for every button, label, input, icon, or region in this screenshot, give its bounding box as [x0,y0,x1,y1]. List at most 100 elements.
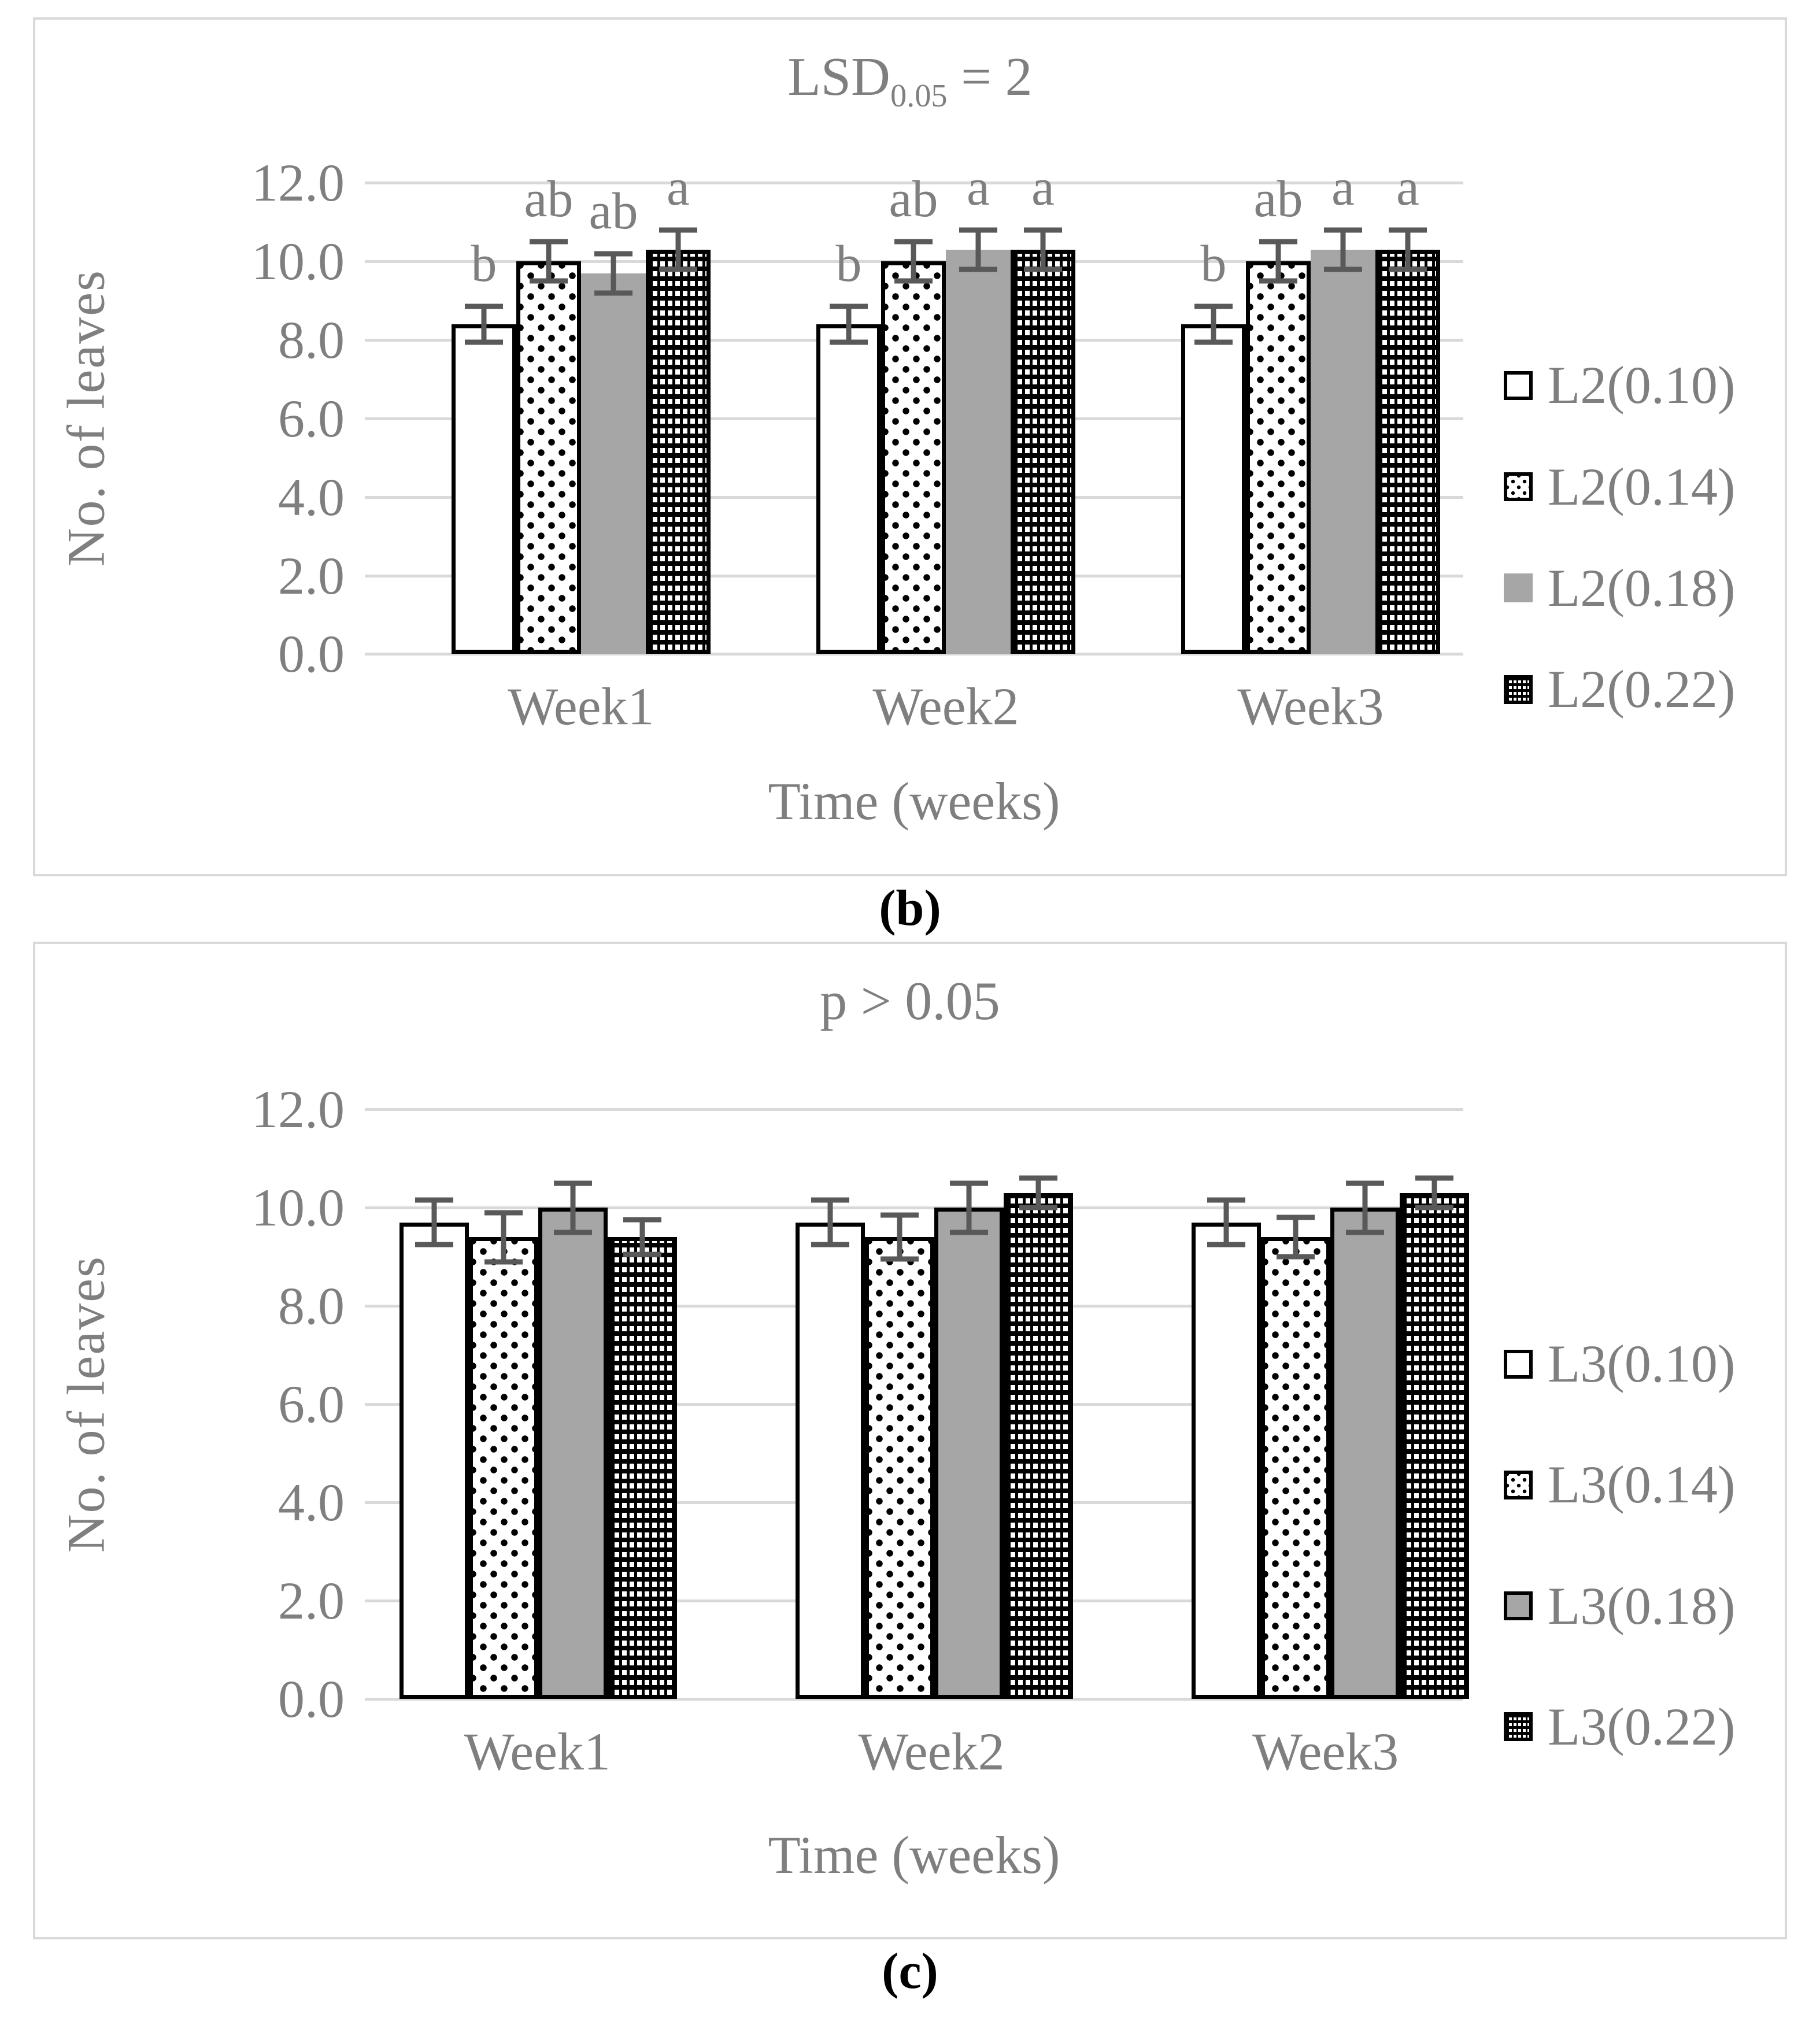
legend-label: L3(0.10) [1548,1334,1736,1394]
error-bar-cap [1346,1230,1384,1235]
y-tick-label: 10.0 [251,1178,345,1238]
bar-cell: b [816,183,881,654]
y-tick-label: 8.0 [278,310,345,370]
bar-cell [934,1109,1004,1699]
y-tick-labels: 12.0 10.0 8.0 6.0 4.0 2.0 0.0 [136,1080,365,1728]
legend: L2(0.10) L2(0.14) L2(0.18) L2(0.22) [1463,183,1785,719]
error-bar-cap [659,266,697,272]
y-tick-label: 2.0 [278,546,345,605]
y-tick-label: 6.0 [278,1375,345,1434]
bar-L3(0.10) [796,1222,865,1699]
error-bar [1040,229,1046,269]
error-bar [501,1212,506,1262]
error-bar-cap [594,290,632,296]
error-bar-cap [811,1242,849,1247]
error-bar [897,1214,902,1260]
y-tick-label: 4.0 [278,1473,345,1532]
legend-label: L3(0.18) [1548,1576,1736,1635]
legend-label: L3(0.22) [1548,1697,1736,1756]
title-subscript: 0.05 [890,77,948,114]
error-bar-cap [530,239,568,245]
error-bar-cap [1389,227,1427,233]
bar-L2(0.10) [1181,324,1246,654]
bar-cell: ab [1246,173,1311,654]
bar-cell [1192,1109,1261,1699]
bar-cell [1004,1109,1073,1699]
bar-L3(0.22) [1400,1193,1469,1699]
error-bar-cap [659,227,697,233]
error-bar [546,242,552,282]
error-bar-cap [894,239,933,245]
bar-cell [1400,1109,1469,1699]
error-bar [570,1183,576,1232]
bar-L3(0.22) [1004,1193,1073,1699]
bar-group-week1: b ab ab a [452,161,711,654]
error-bar-cap [959,227,997,233]
error-bar [1223,1200,1229,1245]
legend-swatch-white-icon [1504,371,1533,401]
error-bar-cap [830,303,868,309]
panel-b-chart: LSD0.05 = 2 No. of leaves 12.0 10.0 8.0 6.0… [33,17,1787,876]
y-tick-label: 12.0 [251,153,345,213]
error-bar [431,1200,437,1245]
bar-L2(0.22) [1375,249,1440,654]
bar-cell: ab [516,173,581,654]
bar-group-week1 [399,1109,677,1699]
error-bar [1293,1217,1299,1257]
bar-L2(0.22) [1011,249,1075,654]
y-tick-label: 0.0 [278,1669,345,1729]
error-bar-cap [1277,1254,1315,1260]
panel-c-chart: p > 0.05 No. of leaves 12.0 10.0 8.0 6.0 4.0… [33,941,1787,1939]
error-bar-cap [484,1210,523,1216]
error-bar-cap [1024,266,1062,272]
bar-L3(0.22) [608,1237,677,1699]
bar-L2(0.14) [1246,261,1311,654]
error-bar-cap [465,303,503,309]
bar-cell: b [1181,183,1246,654]
error-bar [975,229,981,269]
y-axis-title: No. of leaves [56,1256,116,1553]
gridline [365,1206,1463,1210]
x-axis-title: Time (weeks) [768,1826,1060,1885]
y-axis-title: No. of leaves [56,269,116,567]
bar-L3(0.18) [934,1208,1004,1699]
bar-L2(0.18) [946,249,1011,654]
error-bar-cap [830,339,868,345]
error-bar-cap [1324,227,1362,233]
bar-cell: a [946,161,1011,654]
bar-cell [865,1109,934,1699]
bar-cell: ab [581,183,646,654]
y-tick-label: 4.0 [278,467,345,527]
error-bar-cap [554,1230,592,1235]
x-category-labels: Week1 Week2 Week3 [365,676,1463,747]
chart-title-c: p > 0.05 [820,971,1000,1031]
error-bar-cap [881,1256,919,1262]
error-bar-cap [594,251,632,257]
bar-L3(0.18) [538,1208,608,1699]
bar-L2(0.14) [881,261,946,654]
bar-L2(0.22) [646,249,711,654]
legend-label: L2(0.10) [1548,356,1736,415]
bar-cell: ab [881,173,946,654]
bar-cell: a [1375,161,1440,654]
legend-swatch-gray-icon [1504,573,1533,603]
x-category-label: Week2 [872,677,1019,736]
error-bar-cap [1194,339,1233,345]
error-bar [1275,242,1281,282]
bar-cell [469,1109,538,1699]
legend-swatch-dotted-icon [1504,1470,1533,1499]
significance-letter: a [1396,158,1419,216]
bar-cell [1330,1109,1400,1699]
legend-label: L2(0.18) [1548,558,1736,617]
bar-cell: a [1011,161,1075,654]
error-bar-cap [1415,1205,1453,1210]
significance-letter: a [1031,158,1055,216]
bar-group-week3 [1192,1109,1469,1699]
error-bar [1211,306,1216,342]
x-category-label: Week1 [508,677,654,736]
error-bar-cap [415,1242,453,1247]
error-bar [1431,1178,1437,1208]
y-tick-label: 12.0 [251,1080,345,1139]
y-tick-label: 6.0 [278,388,345,448]
error-bar-cap [1346,1180,1384,1186]
